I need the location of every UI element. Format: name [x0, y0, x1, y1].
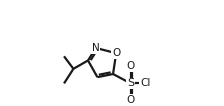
Text: O: O	[127, 61, 135, 71]
Text: O: O	[127, 95, 135, 105]
Text: N: N	[92, 43, 99, 53]
Text: Cl: Cl	[140, 78, 151, 88]
Text: O: O	[112, 48, 120, 58]
Text: S: S	[127, 78, 134, 88]
